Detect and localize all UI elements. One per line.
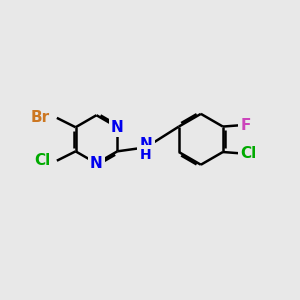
Text: Cl: Cl bbox=[34, 153, 50, 168]
Text: H: H bbox=[140, 148, 152, 162]
Text: N: N bbox=[90, 156, 103, 171]
Text: Cl: Cl bbox=[240, 146, 256, 161]
Text: N: N bbox=[111, 120, 124, 135]
Text: N: N bbox=[140, 136, 152, 152]
Text: Br: Br bbox=[31, 110, 50, 125]
Text: F: F bbox=[240, 118, 251, 133]
